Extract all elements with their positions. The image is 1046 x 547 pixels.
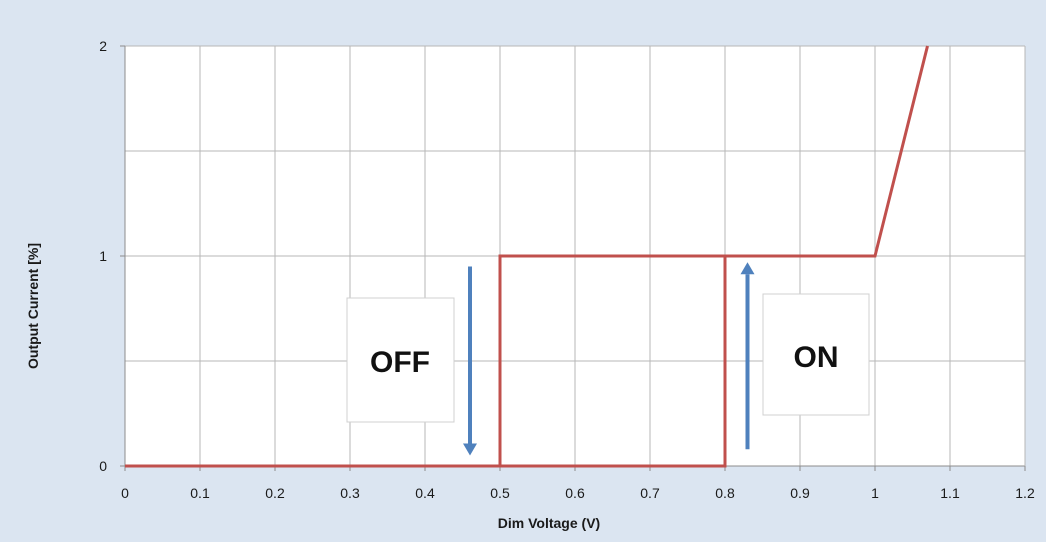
on-box: [762, 293, 870, 416]
arrows-layer: [463, 262, 755, 456]
off-box: [346, 297, 455, 423]
x-axis-label: Dim Voltage (V): [498, 515, 600, 531]
annotation-boxes: OFF ON: [346, 293, 870, 423]
x-tick-label: 0.2: [265, 485, 285, 501]
on-arrow-head: [740, 262, 755, 275]
y-tick-label: 0: [99, 458, 107, 474]
on-label: ON: [794, 341, 839, 374]
x-tick-label: 0.5: [490, 485, 510, 501]
y-axis-label: Output Current [%]: [25, 243, 41, 369]
x-tick-label: 0.3: [340, 485, 360, 501]
x-tick-label: 0: [121, 485, 129, 501]
series-line: [125, 45, 929, 468]
x-tick-label: 0.6: [565, 485, 585, 501]
series-layer: [125, 45, 929, 468]
x-tick-label: 0.4: [415, 485, 435, 501]
off-arrow-head: [463, 443, 477, 456]
tick-labels: 0 0.1 0.2 0.3 0.4 0.5 0.6 0.7 0.8 0.9 1 1.1 1.2 0 1 2: [99, 38, 1035, 501]
x-tick-label: 1.1: [940, 485, 960, 501]
x-tick-label: 0.9: [790, 485, 810, 501]
y-tick-label: 1: [99, 248, 107, 264]
x-tick-label: 0.7: [640, 485, 660, 501]
x-tick-label: 1.2: [1015, 485, 1035, 501]
x-tick-label: 0.8: [715, 485, 735, 501]
x-tick-label: 1: [871, 485, 879, 501]
y-tick-label: 2: [99, 38, 107, 54]
off-label: OFF: [370, 346, 430, 379]
x-tick-label: 0.1: [190, 485, 210, 501]
